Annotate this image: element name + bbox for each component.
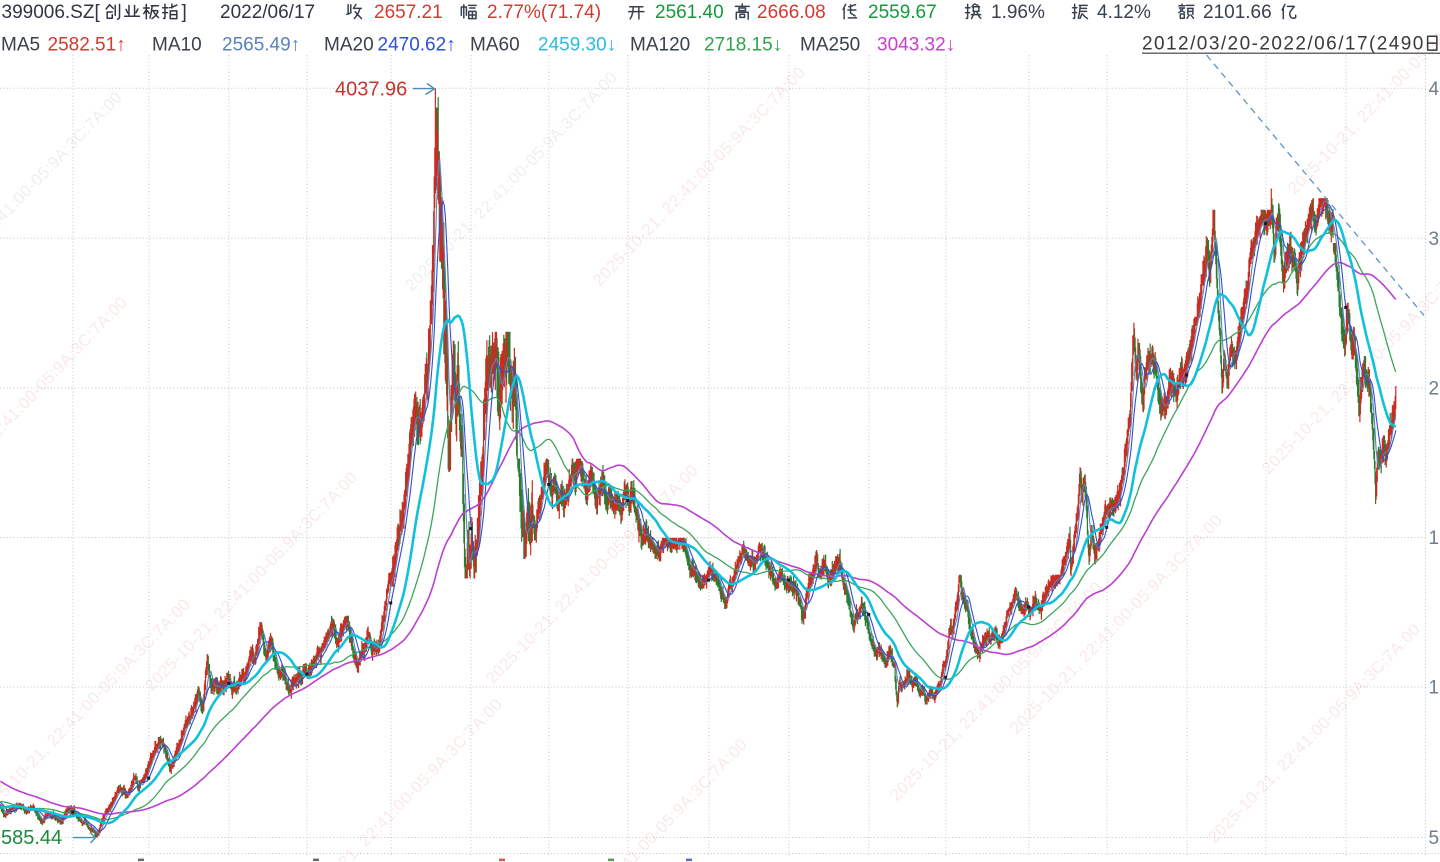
svg-text:2559.67: 2559.67 [868, 2, 937, 23]
svg-text:2718.15↓: 2718.15↓ [704, 35, 782, 56]
svg-text:4.12%: 4.12% [1097, 2, 1151, 23]
svg-text:2657.21: 2657.21 [374, 2, 443, 23]
svg-text:2666.08: 2666.08 [757, 2, 826, 23]
svg-text:2470.62↑: 2470.62↑ [378, 35, 456, 56]
svg-text:2022/06/17: 2022/06/17 [220, 2, 315, 23]
svg-text:]: ] [182, 2, 187, 23]
svg-text:3043.32↓: 3043.32↓ [877, 35, 955, 56]
svg-text:4037: 4037 [1429, 79, 1440, 100]
svg-text:2459.30↓: 2459.30↓ [538, 35, 616, 56]
svg-text:2.77%(71.74): 2.77%(71.74) [487, 2, 601, 23]
svg-text:399006.SZ[: 399006.SZ[ [2, 2, 101, 23]
svg-text:3347: 3347 [1429, 229, 1440, 250]
svg-text:4037.96: 4037.96 [335, 79, 407, 101]
svg-text:1275: 1275 [1429, 678, 1440, 699]
svg-text:MA10: MA10 [152, 35, 202, 56]
svg-text:2012/03/20-2022/06/17(2490: 2012/03/20-2022/06/17(2490 [1142, 34, 1425, 55]
svg-text:2656: 2656 [1429, 379, 1440, 400]
svg-text:2101.66: 2101.66 [1203, 2, 1272, 23]
svg-text:MA250: MA250 [800, 35, 860, 56]
svg-text:1.96%: 1.96% [991, 2, 1045, 23]
svg-text:2582.51↑: 2582.51↑ [48, 35, 126, 56]
svg-text:585: 585 [1429, 828, 1440, 849]
svg-text:2565.49↑: 2565.49↑ [222, 35, 300, 56]
svg-text:MA120: MA120 [630, 35, 690, 56]
svg-text:585.44: 585.44 [1, 827, 62, 849]
svg-text:2561.40: 2561.40 [655, 2, 724, 23]
svg-text:MA5: MA5 [1, 35, 40, 56]
svg-text:1966: 1966 [1429, 528, 1440, 549]
svg-text:MA20: MA20 [324, 35, 374, 56]
svg-text:MA60: MA60 [470, 35, 520, 56]
